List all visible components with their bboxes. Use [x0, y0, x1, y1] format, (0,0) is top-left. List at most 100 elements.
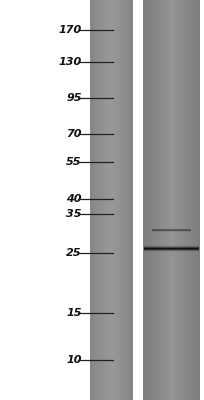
Bar — [166, 0, 167, 400]
Bar — [110, 0, 111, 400]
Bar — [200, 0, 202, 400]
Bar — [196, 0, 197, 400]
Bar — [104, 0, 105, 400]
Bar — [173, 0, 174, 400]
Bar — [90, 0, 91, 400]
Bar — [165, 0, 166, 400]
Bar — [102, 0, 103, 400]
Bar — [169, 0, 170, 400]
Bar — [151, 0, 152, 400]
Bar — [146, 0, 147, 400]
Bar — [131, 0, 132, 400]
Bar — [94, 0, 95, 400]
Bar — [192, 0, 193, 400]
Bar — [179, 0, 180, 400]
Bar — [164, 0, 165, 400]
Bar — [197, 0, 198, 400]
Bar — [182, 0, 183, 400]
Bar — [167, 0, 169, 400]
Text: 40: 40 — [66, 194, 82, 204]
Bar — [191, 0, 192, 400]
Bar — [159, 0, 160, 400]
Bar — [187, 0, 188, 400]
Bar — [125, 0, 126, 400]
Bar — [177, 0, 178, 400]
Bar — [162, 0, 163, 400]
Bar — [172, 0, 173, 400]
Bar — [111, 0, 112, 400]
Text: 35: 35 — [66, 209, 82, 219]
Bar — [199, 0, 200, 400]
Bar — [193, 0, 194, 400]
Bar — [180, 0, 181, 400]
Bar — [170, 0, 171, 400]
Text: 25: 25 — [66, 248, 82, 258]
Bar — [160, 0, 161, 400]
Bar — [145, 0, 146, 400]
Bar — [120, 0, 121, 400]
Bar — [149, 0, 150, 400]
Bar — [127, 0, 128, 400]
Bar — [129, 0, 130, 400]
Bar — [178, 0, 179, 400]
Bar — [103, 0, 104, 400]
Bar — [98, 0, 99, 400]
Text: 95: 95 — [66, 93, 82, 103]
Bar — [115, 0, 116, 400]
Bar — [128, 0, 129, 400]
Text: 10: 10 — [66, 355, 82, 365]
Bar — [183, 0, 184, 400]
Bar — [198, 0, 199, 400]
Bar — [113, 0, 114, 400]
Bar — [95, 0, 96, 400]
Bar — [150, 0, 151, 400]
Bar — [157, 0, 158, 400]
Bar — [152, 0, 153, 400]
Bar — [114, 0, 115, 400]
Bar — [171, 0, 172, 400]
Bar — [124, 0, 125, 400]
Bar — [153, 0, 154, 400]
Bar — [112, 0, 113, 400]
Bar — [118, 0, 119, 400]
Bar — [107, 0, 108, 400]
Text: 15: 15 — [66, 308, 82, 318]
Bar — [121, 0, 122, 400]
Bar — [156, 0, 157, 400]
Text: 55: 55 — [66, 157, 82, 167]
Text: 130: 130 — [58, 57, 82, 67]
Bar — [87, 0, 90, 400]
Bar — [132, 0, 133, 400]
Bar — [91, 0, 92, 400]
Bar — [122, 0, 123, 400]
Bar — [185, 0, 186, 400]
Bar — [119, 0, 120, 400]
Bar — [176, 0, 177, 400]
Bar — [147, 0, 149, 400]
Bar — [154, 0, 155, 400]
Bar — [130, 0, 131, 400]
Bar — [188, 0, 190, 400]
Bar — [143, 0, 144, 400]
Bar — [155, 0, 156, 400]
Bar — [117, 0, 118, 400]
Bar — [96, 0, 97, 400]
Bar — [93, 0, 94, 400]
Bar — [109, 0, 110, 400]
Bar — [186, 0, 187, 400]
Bar — [108, 0, 109, 400]
Bar — [106, 0, 107, 400]
Bar — [105, 0, 106, 400]
Bar — [97, 0, 98, 400]
Bar — [181, 0, 182, 400]
Bar — [133, 0, 143, 400]
Bar — [184, 0, 185, 400]
Bar — [190, 0, 191, 400]
Bar — [99, 0, 100, 400]
Bar — [175, 0, 176, 400]
Bar — [195, 0, 196, 400]
Bar — [116, 0, 117, 400]
Bar — [126, 0, 127, 400]
Bar — [144, 0, 145, 400]
Bar — [92, 0, 93, 400]
